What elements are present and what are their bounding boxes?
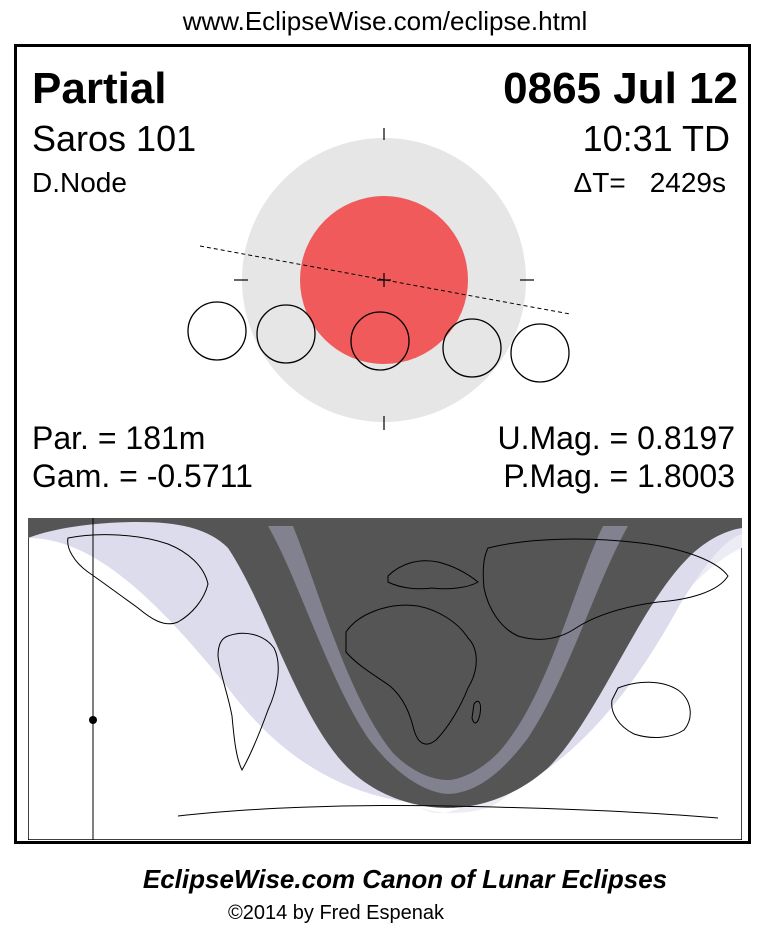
source-url[interactable]: www.EclipseWise.com/eclipse.html: [182, 6, 588, 36]
gamma-value: Gam. = -0.5711: [32, 458, 253, 494]
north-america-coast: [67, 534, 209, 625]
subsolar-point: [89, 716, 97, 724]
coastlines: [67, 534, 729, 819]
axis-ticks: [234, 128, 534, 430]
eclipse-date: 0865 Jul 12: [503, 64, 738, 113]
eclipse-time: 10:31 TD: [582, 118, 730, 159]
moon-position-p4: [510, 323, 570, 383]
madagascar-coast: [471, 700, 481, 724]
footer-copyright: ©2014 by Fred Espenak: [228, 902, 444, 924]
partial-duration: Par. = 181m: [32, 420, 206, 456]
eclipse-type: Partial: [32, 64, 167, 113]
antarctica-coast: [177, 804, 719, 819]
world-visibility-map: [28, 518, 742, 840]
delta-t-value: 2429s: [649, 167, 726, 198]
umbral-magnitude: U.Mag. = 0.8197: [497, 420, 735, 456]
moon-position-u1: [256, 304, 316, 364]
south-america-coast: [217, 632, 279, 772]
saros-number: Saros 101: [32, 118, 197, 159]
delta-t-label: ΔT=: [573, 167, 626, 198]
moon-position-p1: [187, 301, 247, 361]
moon-position-u4: [442, 318, 502, 378]
night-side-region: [28, 518, 742, 808]
eclipse-panel-frame: [14, 44, 751, 844]
footer-title-text: EclipseWise.com Canon of Lunar Eclipses: [142, 864, 668, 894]
asia-coast: [482, 538, 729, 640]
moon-position-greatest: [350, 311, 410, 371]
penumbral-magnitude: P.Mag. = 1.8003: [503, 458, 735, 494]
node-label: D.Node: [32, 167, 127, 198]
delta-t: ΔT= 2429s: [574, 167, 726, 199]
africa-coast: [345, 604, 477, 745]
footer-title: EclipseWise.com Canon of Lunar Eclipses: [0, 864, 770, 895]
australia-coast: [611, 681, 691, 738]
umbral-band-inner: [268, 526, 628, 794]
europe-coast: [387, 560, 479, 590]
